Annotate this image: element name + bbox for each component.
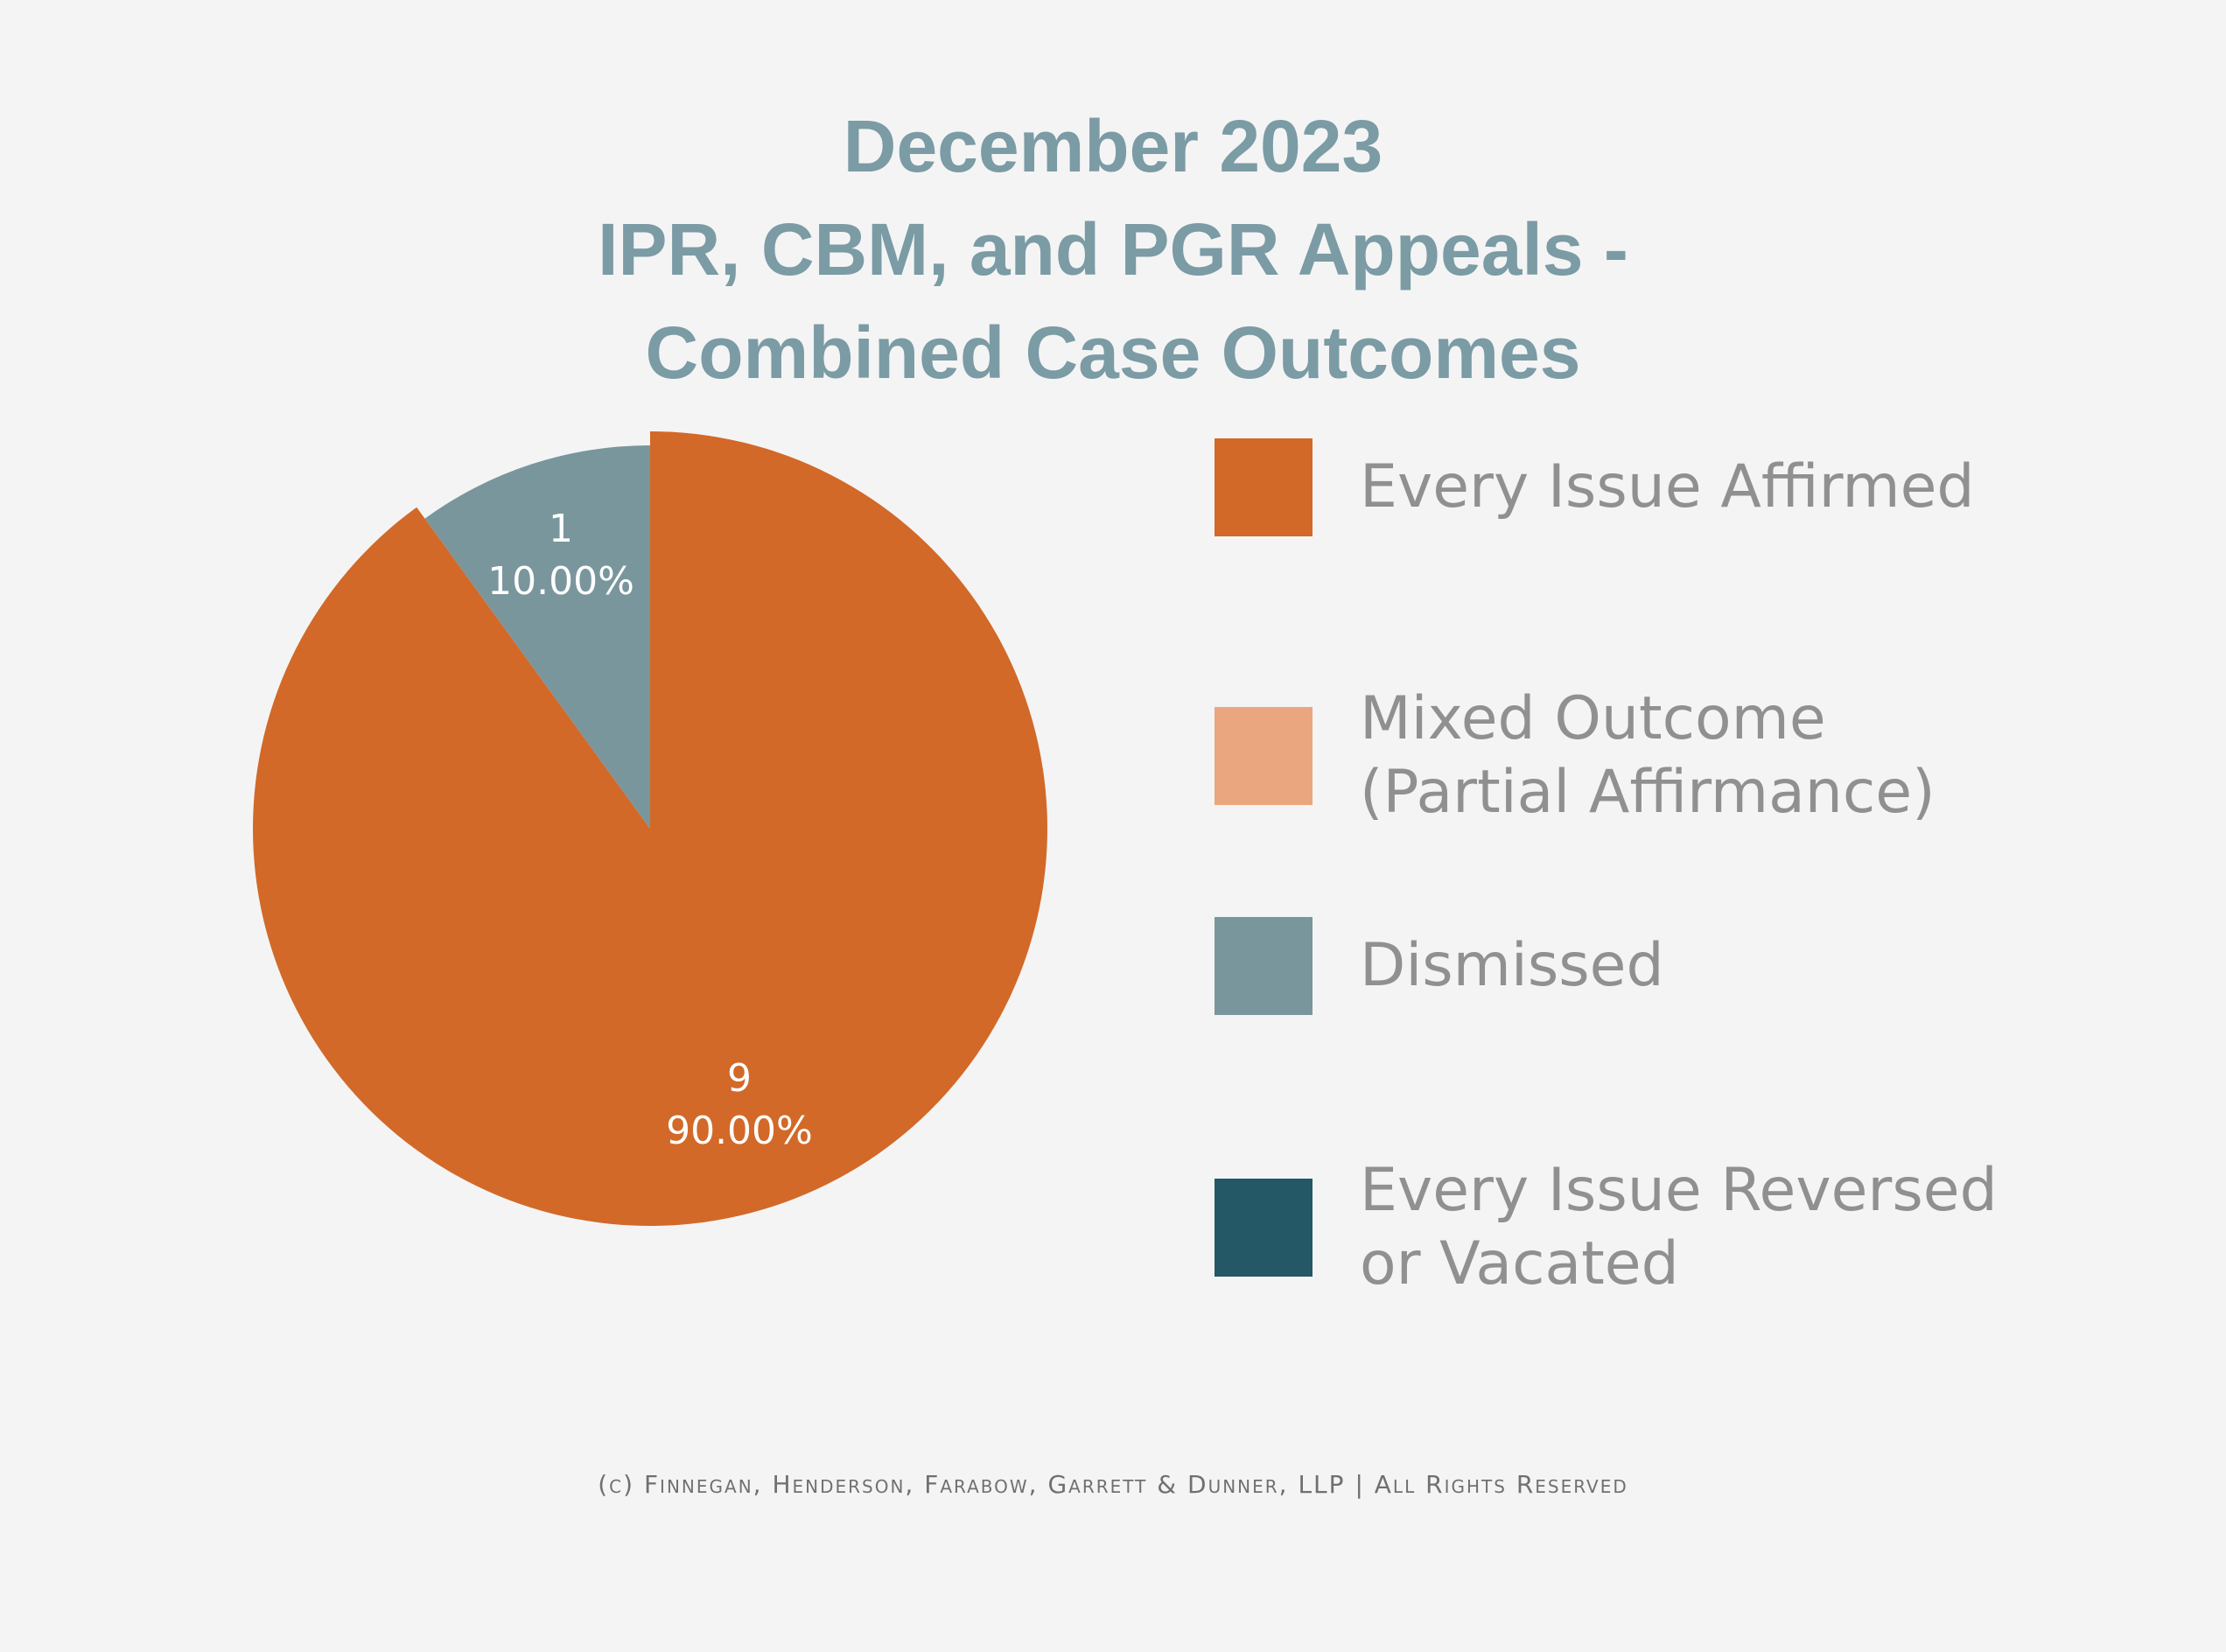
slice-count-label: 9 (727, 1056, 752, 1101)
slice-count-label: 1 (549, 507, 573, 551)
slice-percent-label: 10.00% (487, 559, 634, 604)
legend-swatch (1214, 707, 1312, 805)
legend-item: Every Issue Affirmed (1214, 438, 1975, 536)
legend-swatch (1214, 1179, 1312, 1277)
legend-item: Every Issue Reversed or Vacated (1214, 1154, 1998, 1301)
copyright-footer: (c) Finnegan, Henderson, Farabow, Garret… (598, 1470, 1628, 1499)
title-line: IPR, CBM, and PGR Appeals - (598, 208, 1628, 290)
pie-slice-dismissed (424, 445, 650, 829)
legend-swatch (1214, 438, 1312, 536)
chart-title: December 2023 IPR, CBM, and PGR Appeals … (0, 94, 2226, 404)
legend-item: Dismissed (1214, 917, 1664, 1015)
legend-label: Dismissed (1360, 931, 1664, 1000)
legend-swatch (1214, 917, 1312, 1015)
legend-label: Mixed Outcome (Partial Affirmance) (1360, 684, 1936, 827)
title-line: Combined Case Outcomes (645, 312, 1581, 394)
legend-label: Every Issue Reversed or Vacated (1360, 1156, 1998, 1298)
slice-percent-label: 90.00% (666, 1109, 813, 1153)
legend-label: Every Issue Affirmed (1360, 452, 1975, 522)
pie-slice-every-issue-affirmed (252, 431, 1047, 1226)
title-line: December 2023 (843, 105, 1383, 187)
legend-item: Mixed Outcome (Partial Affirmance) (1214, 682, 1936, 830)
